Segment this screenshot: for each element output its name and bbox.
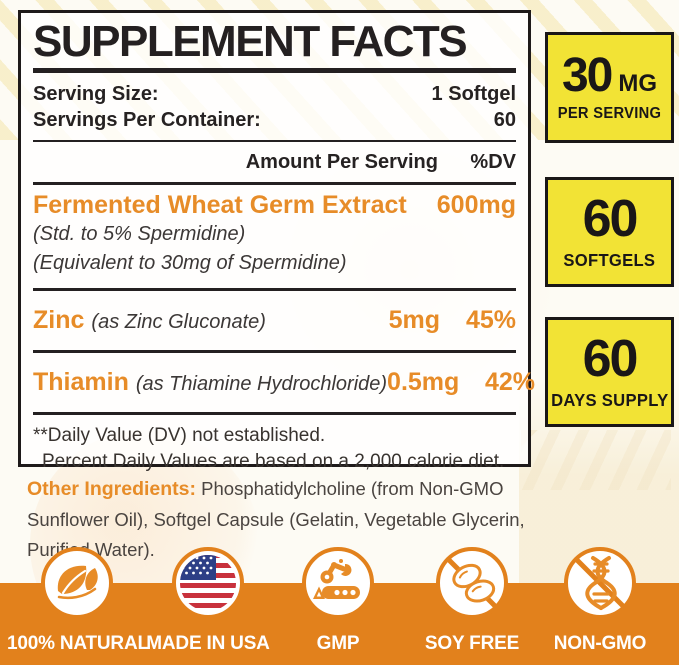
feature-made-in-usa: MADE IN USA bbox=[138, 545, 278, 655]
main-ingredient-amount: 600mg bbox=[436, 191, 516, 220]
leaf-icon bbox=[7, 545, 147, 621]
footnote-calorie-diet: Percent Daily Values are based on a 2,00… bbox=[42, 450, 505, 472]
panel-title: SUPPLEMENT FACTS bbox=[33, 17, 468, 66]
dv-header: %DV bbox=[470, 151, 516, 174]
column-headers-row: Amount Per Serving %DV bbox=[33, 149, 516, 176]
servings-per-container-label: Servings Per Container: bbox=[33, 108, 261, 131]
feature-gmp: GMP bbox=[268, 545, 408, 655]
nutrient-amount: 0.5mg bbox=[387, 367, 460, 396]
nutrient-name: Thiamin bbox=[33, 367, 129, 396]
factory-robot-icon bbox=[268, 545, 408, 621]
divider bbox=[33, 349, 516, 353]
divider bbox=[33, 182, 516, 186]
serving-size-label: Serving Size: bbox=[33, 83, 159, 106]
main-ingredient-note: (Std. to 5% Spermidine) bbox=[33, 223, 246, 246]
nutrient-row-zinc: Zinc (as Zinc Gluconate) 5mg 45% bbox=[33, 297, 516, 344]
nutrient-amount: 5mg bbox=[388, 305, 440, 334]
nutrient-detail: (as Thiamine Hydrochloride) bbox=[135, 372, 388, 395]
footnotes: **Daily Value (DV) not established. Perc… bbox=[33, 423, 516, 475]
main-ingredient-name: Fermented Wheat Germ Extract bbox=[33, 191, 407, 220]
badge-caption: DAYS SUPPLY bbox=[550, 390, 669, 410]
badge-per-serving: 30 MG PER SERVING bbox=[545, 32, 674, 143]
soy-free-icon bbox=[402, 545, 542, 621]
footnote-dv-not-established: **Daily Value (DV) not established. bbox=[33, 424, 326, 446]
main-ingredient-note: (Equivalent to 30mg of Spermidine) bbox=[33, 251, 347, 274]
badge-days-supply: 60 DAYS SUPPLY bbox=[545, 317, 674, 427]
serving-size-value: 1 Softgel bbox=[431, 83, 516, 106]
nutrient-detail: (as Zinc Gluconate) bbox=[91, 310, 266, 333]
divider bbox=[33, 411, 516, 415]
other-ingredients-label: Other Ingredients: bbox=[27, 478, 197, 500]
supplement-facts-panel: SUPPLEMENT FACTS Serving Size: 1 Softgel… bbox=[18, 10, 535, 472]
main-ingredient-row: Fermented Wheat Germ Extract 600mg bbox=[33, 191, 516, 220]
nutrient-dv: 45% bbox=[465, 305, 516, 334]
other-ingredients: Other Ingredients: Phosphatidylcholine (… bbox=[27, 474, 543, 564]
divider bbox=[33, 68, 516, 74]
background-chevron-watermark bbox=[521, 430, 671, 490]
nutrient-name: Zinc bbox=[33, 305, 85, 334]
amount-per-serving-header: Amount Per Serving bbox=[245, 151, 438, 174]
feature-non-gmo: NON-GMO bbox=[530, 545, 670, 655]
usa-flag-icon bbox=[138, 545, 278, 621]
feature-label: SOY FREE bbox=[424, 633, 520, 654]
non-gmo-dna-icon bbox=[530, 545, 670, 621]
badge-column: 30 MG PER SERVING 60 SOFTGELS 60 DAYS SU… bbox=[545, 32, 674, 427]
badge-caption: SOFTGELS bbox=[563, 250, 656, 270]
servings-per-container-value: 60 bbox=[493, 108, 516, 131]
feature-natural: 100% NATURAL bbox=[7, 545, 149, 655]
feature-label: NON-GMO bbox=[553, 633, 647, 654]
feature-soy-free: SOY FREE bbox=[402, 545, 542, 655]
badge-caption: PER SERVING bbox=[557, 105, 662, 122]
badge-value: 30 bbox=[561, 49, 613, 102]
badge-value: 60 bbox=[582, 190, 639, 248]
feature-label: MADE IN USA bbox=[146, 633, 270, 654]
divider bbox=[33, 287, 516, 291]
divider bbox=[33, 140, 516, 143]
nutrient-row-thiamin: Thiamin (as Thiamine Hydrochloride) 0.5m… bbox=[33, 359, 535, 406]
feature-label: GMP bbox=[316, 633, 360, 654]
badge-value: 60 bbox=[582, 330, 639, 388]
servings-per-container-row: Servings Per Container: 60 bbox=[33, 108, 516, 134]
feature-label: 100% NATURAL bbox=[7, 633, 149, 654]
nutrient-dv: 42% bbox=[485, 367, 536, 396]
serving-size-row: Serving Size: 1 Softgel bbox=[33, 82, 516, 108]
badge-unit: MG bbox=[618, 70, 658, 97]
badge-softgels: 60 SOFTGELS bbox=[545, 177, 674, 287]
